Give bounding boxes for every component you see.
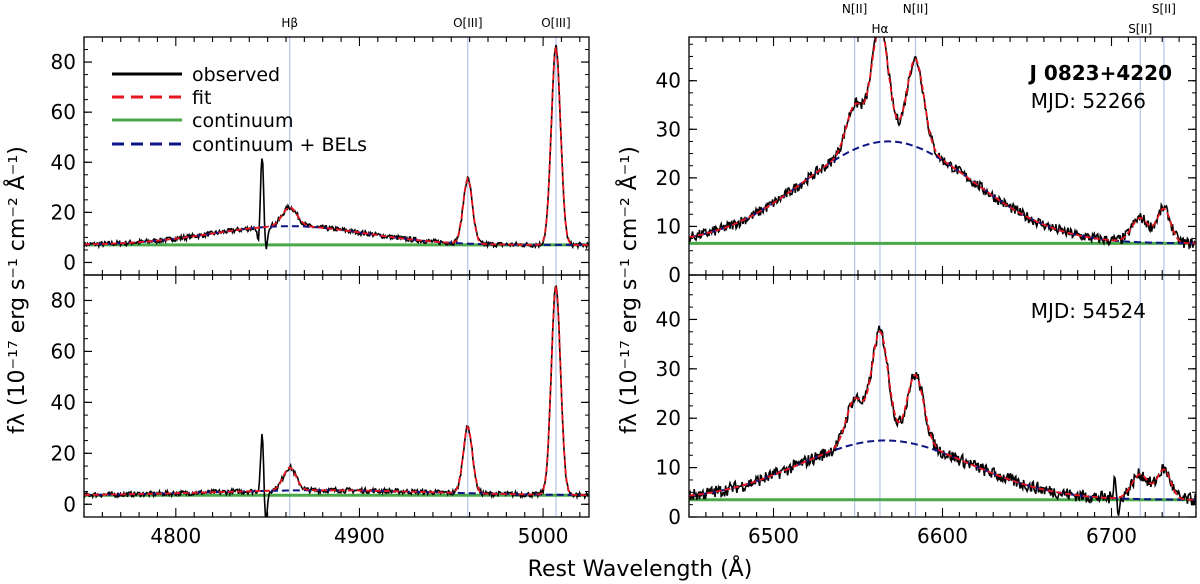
y-tick-label: 40: [51, 390, 76, 414]
x-tick-label: 4800: [150, 524, 201, 548]
y-tick-label: 20: [51, 200, 76, 224]
y-tick-label: 20: [656, 166, 681, 190]
series-fit: [84, 285, 589, 496]
panel-hbeta-epoch1: 0 20 40 60 80 Hβ O[III] O[III]: [51, 16, 590, 276]
x-tick-label: 6600: [917, 524, 968, 548]
series-fit: [689, 330, 1196, 501]
line-label-oiii: O[III]: [541, 16, 570, 30]
y-tick-label: 10: [656, 456, 681, 480]
object-name: J 0823+4220: [1028, 61, 1173, 85]
x-tick-label: 5000: [518, 524, 569, 548]
series-observed: [84, 284, 589, 517]
y-tick-label: 30: [656, 357, 681, 381]
y-axis-title-right-text: fλ (10⁻¹⁷ erg s⁻¹ cm⁻² Å⁻¹): [615, 146, 642, 434]
y-tick-label: 0: [668, 263, 681, 287]
series-continuum-bels: [689, 439, 1196, 501]
y-tick-label: 0: [63, 492, 76, 516]
y-tick-label: 40: [656, 69, 681, 93]
legend-label-continuum: continuum: [192, 110, 293, 132]
y-tick-label: 80: [51, 50, 76, 74]
series-group: [689, 37, 1196, 250]
line-label-sii: S[II]: [1152, 2, 1176, 16]
y-axis-title-right: fλ (10⁻¹⁷ erg s⁻¹ cm⁻² Å⁻¹): [615, 146, 642, 434]
x-tick-label: 6500: [748, 524, 799, 548]
panel-frame: [83, 274, 590, 518]
legend-label-bels: continuum + BELs: [192, 134, 367, 156]
y-tick-label: 0: [668, 505, 681, 529]
series-group: [689, 325, 1196, 516]
series-group: [84, 284, 589, 517]
line-label-oiii: O[III]: [453, 16, 482, 30]
y-tick-label: 20: [51, 441, 76, 465]
x-tick-label: 6700: [1086, 524, 1137, 548]
y-tick-label: 0: [63, 250, 76, 274]
panel-halpha-epoch2: 0 10 20 30 40 6500 6600 6700 MJD: 54524: [656, 274, 1197, 548]
y-tick-label: 80: [51, 288, 76, 312]
panel-hbeta-epoch2: 0 20 40 60 80 4800 4900 5000: [51, 274, 590, 548]
y-tick-label: 60: [51, 339, 76, 363]
y-tick-label: 10: [656, 214, 681, 238]
legend-label-observed: observed: [192, 64, 280, 86]
series-fit: [689, 37, 1196, 245]
legend-label-fit: fit: [192, 87, 211, 109]
y-axis-title-left: fλ (10⁻¹⁷ erg s⁻¹ cm⁻² Å⁻¹): [3, 146, 30, 434]
series-fit: [84, 46, 589, 246]
panel-halpha-epoch1: 0 10 20 30 40 N[II] Hα N[II] S[II]S[II] MJD: 5226…: [656, 2, 1197, 287]
line-label-nii: N[II]: [842, 2, 867, 16]
y-tick-label: 30: [656, 117, 681, 141]
y-tick-label: 40: [656, 307, 681, 331]
line-label-nii: N[II]: [903, 2, 928, 16]
x-tick-label: 4900: [334, 524, 385, 548]
series-group: [84, 44, 589, 251]
y-tick-label: 40: [51, 150, 76, 174]
series-observed: [689, 37, 1196, 250]
line-label-sii: S[II]: [1128, 22, 1152, 36]
series-observed: [689, 325, 1196, 516]
legend: observed fit continuum continuum + BELs: [112, 64, 367, 156]
y-axis-title-left-text: fλ (10⁻¹⁷ erg s⁻¹ cm⁻² Å⁻¹): [3, 146, 30, 434]
x-axis-title: Rest Wavelength (Å): [528, 555, 753, 582]
mjd-label: MJD: 52266: [1031, 89, 1146, 113]
y-tick-label: 60: [51, 100, 76, 124]
line-label-h: Hβ: [281, 16, 298, 30]
y-tick-label: 20: [656, 406, 681, 430]
mjd-label: MJD: 54524: [1031, 299, 1146, 323]
series-continuum-bels: [689, 140, 1196, 245]
line-label-h: Hα: [872, 22, 889, 36]
